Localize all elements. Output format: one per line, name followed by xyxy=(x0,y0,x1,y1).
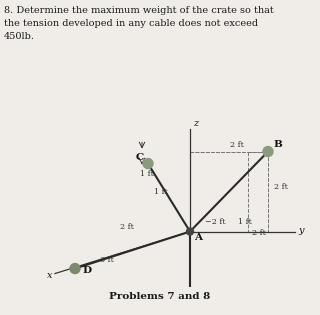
Circle shape xyxy=(187,228,194,235)
Text: D: D xyxy=(82,266,91,275)
Circle shape xyxy=(143,158,153,169)
Text: A: A xyxy=(194,232,202,242)
Text: x: x xyxy=(47,271,52,279)
Text: z: z xyxy=(193,118,198,128)
Polygon shape xyxy=(171,310,204,315)
Text: y: y xyxy=(298,226,303,235)
Text: 2 ft: 2 ft xyxy=(252,229,266,237)
Text: 1 ft: 1 ft xyxy=(140,169,154,178)
Circle shape xyxy=(263,146,273,157)
Polygon shape xyxy=(204,310,210,315)
Text: 3 ft: 3 ft xyxy=(100,255,114,264)
Text: −2 ft: −2 ft xyxy=(205,218,226,226)
Text: C: C xyxy=(136,152,144,162)
Text: Problems 7 and 8: Problems 7 and 8 xyxy=(109,292,211,301)
Text: 8. Determine the maximum weight of the crate so that
the tension developed in an: 8. Determine the maximum weight of the c… xyxy=(4,6,274,41)
Text: 2 ft: 2 ft xyxy=(274,183,288,191)
Circle shape xyxy=(70,264,80,273)
Text: 2 ft: 2 ft xyxy=(120,223,134,231)
Text: 1 ft: 1 ft xyxy=(238,218,252,226)
Text: 1 ft: 1 ft xyxy=(154,187,168,196)
Text: 2 ft: 2 ft xyxy=(230,140,244,149)
Text: B: B xyxy=(273,140,282,149)
